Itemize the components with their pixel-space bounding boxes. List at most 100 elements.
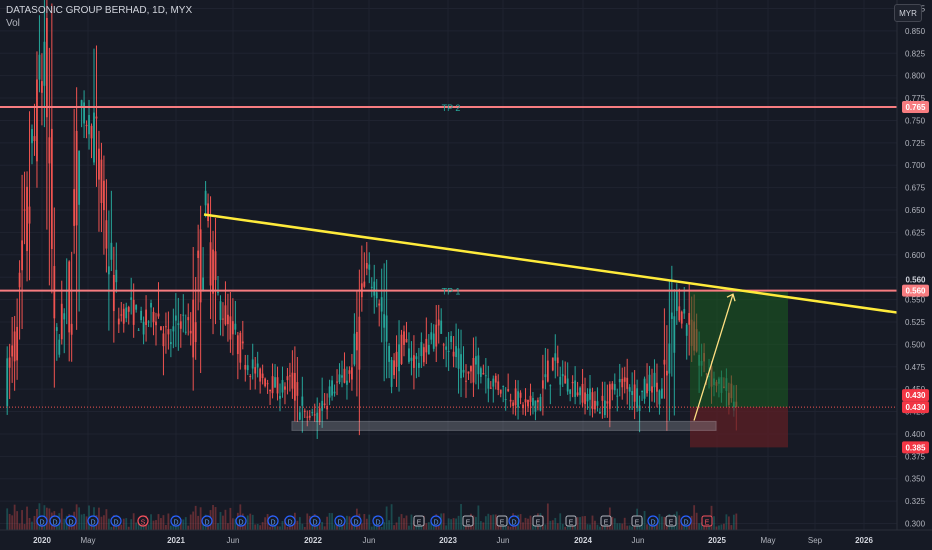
volume-bar — [566, 526, 569, 530]
dividend-marker[interactable]: D — [372, 515, 384, 527]
candle-body — [579, 387, 581, 396]
dividend-marker[interactable]: D — [110, 515, 122, 527]
dividend-marker[interactable]: D — [36, 515, 48, 527]
volume-bar — [296, 520, 299, 530]
volume-bar — [529, 515, 532, 530]
volume-bar — [75, 504, 78, 530]
candle-body — [447, 351, 450, 353]
volume-bar — [279, 526, 281, 530]
dividend-marker[interactable]: D — [201, 515, 213, 527]
candle-body — [264, 378, 267, 387]
volume-bar — [120, 524, 123, 530]
descending-trendline[interactable] — [203, 213, 932, 319]
volume-bar — [658, 514, 661, 530]
earnings-marker[interactable]: E — [631, 515, 643, 527]
earnings-marker[interactable]: E — [701, 515, 713, 527]
candle-body — [688, 313, 691, 325]
volume-bar — [346, 515, 348, 530]
price-tick-label: 0.475 — [905, 363, 926, 372]
dividend-marker[interactable]: D — [170, 515, 182, 527]
candle-body — [636, 388, 639, 408]
volume-bar — [360, 523, 363, 530]
candle-body — [653, 372, 656, 388]
candle-body — [522, 404, 524, 409]
dividend-marker[interactable]: D — [350, 515, 362, 527]
split-marker[interactable]: S — [137, 515, 149, 527]
candle-body — [122, 308, 125, 324]
volume-bar — [452, 518, 455, 530]
candle-body — [643, 378, 646, 399]
dividend-marker[interactable]: D — [65, 515, 77, 527]
earnings-marker[interactable]: E — [600, 515, 612, 527]
price-tick-label: 0.850 — [905, 27, 926, 36]
candle-body — [269, 389, 271, 392]
earnings-marker[interactable]: E — [413, 515, 425, 527]
volume-bar — [522, 522, 524, 530]
volume-bar — [333, 524, 336, 530]
candle-body — [601, 395, 604, 401]
volume-bar — [380, 526, 383, 530]
candle-body — [668, 343, 671, 374]
dividend-marker[interactable]: D — [267, 515, 279, 527]
candle-body — [452, 351, 455, 357]
earnings-marker[interactable]: E — [462, 515, 474, 527]
dividend-marker[interactable]: D — [647, 515, 659, 527]
dividend-marker[interactable]: D — [508, 515, 520, 527]
volume-bar — [28, 518, 31, 530]
dividend-marker[interactable]: D — [334, 515, 346, 527]
currency-button[interactable]: MYR — [894, 4, 922, 22]
dividend-marker[interactable]: D — [680, 515, 692, 527]
candle-body — [415, 356, 418, 360]
volume-bar — [725, 514, 728, 530]
candle-body — [31, 129, 33, 144]
volume-bar — [321, 521, 324, 530]
candle-body — [50, 128, 53, 249]
candle-body — [673, 316, 676, 353]
candle-body — [293, 373, 296, 401]
candle-body — [408, 348, 410, 362]
dividend-marker[interactable]: D — [430, 515, 442, 527]
marker-letter: E — [705, 520, 710, 527]
volume-bar — [385, 506, 388, 530]
price-badge-label: 0.430 — [905, 403, 926, 412]
candle-body — [648, 374, 651, 392]
candle-body — [338, 374, 341, 383]
earnings-marker[interactable]: E — [532, 515, 544, 527]
candle-body — [524, 399, 527, 403]
earnings-marker[interactable]: E — [565, 515, 577, 527]
candle-body — [608, 384, 611, 409]
profit-target-zone — [690, 290, 788, 408]
marker-letter: D — [39, 520, 44, 527]
candle-body — [117, 318, 120, 325]
volume-bar — [194, 505, 197, 530]
candle-body — [284, 386, 286, 390]
candle-body — [489, 387, 492, 389]
dividend-marker[interactable]: D — [87, 515, 99, 527]
support-box[interactable] — [291, 420, 717, 431]
time-tick-label: 2021 — [167, 536, 185, 545]
candle-body — [137, 329, 140, 331]
candle-body — [566, 378, 569, 392]
candle-body — [413, 355, 415, 368]
dividend-marker[interactable]: D — [235, 515, 247, 527]
time-scale[interactable] — [0, 530, 932, 550]
earnings-marker[interactable]: E — [665, 515, 677, 527]
volume-bar — [596, 524, 599, 530]
candle-body — [492, 378, 495, 387]
candle-body — [229, 316, 232, 340]
earnings-marker[interactable]: E — [496, 515, 508, 527]
dividend-marker[interactable]: D — [309, 515, 321, 527]
candle-body — [331, 380, 333, 396]
volume-bar — [60, 508, 63, 530]
dividend-marker[interactable]: D — [284, 515, 296, 527]
volume-bar — [246, 515, 249, 530]
volume-bar — [132, 513, 135, 530]
projection-arrow-line[interactable] — [693, 294, 734, 421]
candle-body — [385, 315, 388, 342]
dividend-marker[interactable]: D — [49, 515, 61, 527]
volume-bar — [165, 524, 167, 530]
volume-bar — [405, 515, 408, 530]
volume-bar — [532, 524, 534, 530]
